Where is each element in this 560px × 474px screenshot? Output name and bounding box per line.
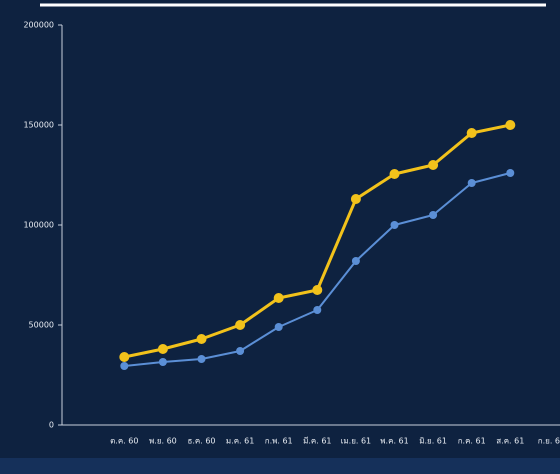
x-tick-label: ก.ย. 6	[538, 437, 560, 446]
point	[312, 285, 323, 295]
point	[466, 128, 477, 138]
x-tick-label: ส.ค. 61	[496, 437, 524, 446]
x-tick-label: พ.ค. 61	[380, 437, 408, 446]
x-tick-label: มี.ค. 61	[303, 437, 331, 446]
point	[390, 221, 399, 229]
point	[505, 120, 516, 130]
y-tick-label: 50000	[29, 321, 54, 330]
point	[120, 362, 129, 370]
x-tick-label: ม.ค. 61	[226, 437, 254, 446]
point	[158, 358, 167, 366]
point	[273, 293, 284, 303]
point	[119, 352, 130, 362]
y-tick-label: 150000	[23, 121, 54, 130]
x-tick-label: ต.ค. 60	[110, 437, 138, 446]
point	[197, 355, 206, 363]
x-tick-label: ธ.ค. 60	[187, 437, 215, 446]
y-tick-label: 0	[49, 421, 54, 430]
x-tick-label: ก.พ. 61	[265, 437, 293, 446]
x-tick-label: พ.ย. 60	[149, 437, 177, 446]
point	[157, 344, 168, 354]
point	[236, 347, 245, 355]
point	[467, 179, 476, 187]
point	[389, 169, 400, 179]
point	[274, 323, 283, 331]
y-tick-label: 200000	[23, 21, 54, 30]
point	[313, 306, 322, 314]
x-tick-label: เม.ย. 61	[341, 437, 372, 446]
x-tick-label: ก.ค. 61	[458, 437, 486, 446]
y-tick-label: 100000	[23, 221, 54, 230]
point	[235, 320, 246, 330]
point	[196, 334, 207, 344]
point	[429, 211, 438, 219]
point	[350, 194, 361, 204]
x-tick-label: มิ.ย. 61	[419, 437, 447, 446]
point	[506, 169, 515, 177]
point	[351, 257, 360, 265]
point	[428, 160, 439, 170]
bottom-strip	[0, 458, 560, 474]
